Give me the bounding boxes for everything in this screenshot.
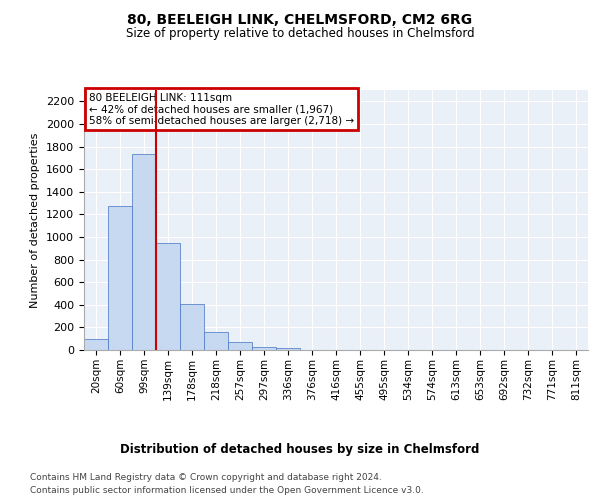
Bar: [108, 206, 132, 350]
Bar: [132, 154, 156, 350]
Bar: [84, 338, 108, 350]
Bar: [204, 332, 228, 350]
Bar: [276, 348, 300, 350]
Bar: [252, 346, 276, 350]
Text: 80 BEELEIGH LINK: 111sqm
← 42% of detached houses are smaller (1,967)
58% of sem: 80 BEELEIGH LINK: 111sqm ← 42% of detach…: [89, 92, 354, 126]
Text: Contains HM Land Registry data © Crown copyright and database right 2024.: Contains HM Land Registry data © Crown c…: [30, 472, 382, 482]
Text: Contains public sector information licensed under the Open Government Licence v3: Contains public sector information licen…: [30, 486, 424, 495]
Text: Size of property relative to detached houses in Chelmsford: Size of property relative to detached ho…: [125, 28, 475, 40]
Text: 80, BEELEIGH LINK, CHELMSFORD, CM2 6RG: 80, BEELEIGH LINK, CHELMSFORD, CM2 6RG: [127, 12, 473, 26]
Bar: [228, 342, 252, 350]
Y-axis label: Number of detached properties: Number of detached properties: [31, 132, 40, 308]
Text: Distribution of detached houses by size in Chelmsford: Distribution of detached houses by size …: [121, 442, 479, 456]
Bar: [156, 242, 180, 350]
Bar: [180, 304, 204, 350]
